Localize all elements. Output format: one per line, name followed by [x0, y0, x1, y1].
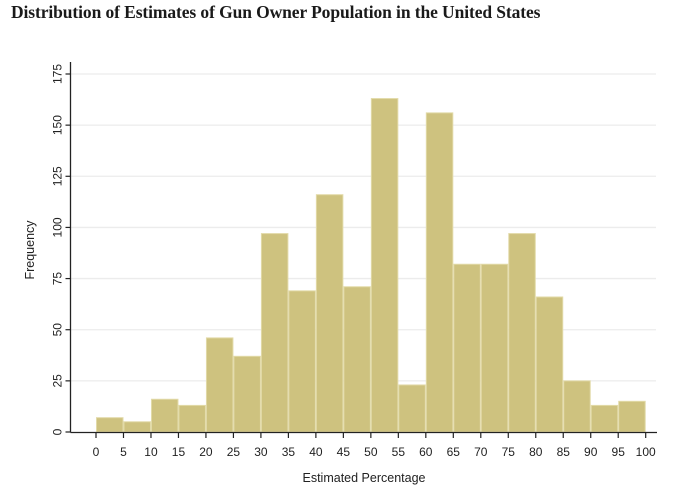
x-axis-title: Estimated Percentage — [303, 471, 426, 485]
bar-75-80 — [508, 233, 536, 433]
x-ticks: 0 5 10 15 20 25 30 35 40 45 50 55 60 65 70 75 80 85 90 95 10… — [93, 433, 656, 459]
y-ticks: 0 25 50 75 100 125 150 175 — [51, 64, 71, 435]
y-tick-label: 50 — [51, 323, 65, 337]
y-tick-label: 175 — [51, 64, 65, 84]
bars — [96, 98, 646, 433]
x-tick-label: 90 — [584, 445, 598, 459]
bar-55-60 — [398, 384, 426, 433]
bar-5-10 — [123, 421, 151, 433]
bar-50-55 — [370, 98, 399, 433]
bar-60-65 — [425, 112, 454, 433]
bar-40-45 — [315, 194, 344, 433]
x-tick-label: 0 — [93, 445, 100, 459]
bar-20-25 — [205, 337, 234, 433]
y-tick-label: 0 — [51, 428, 65, 435]
x-tick-label: 100 — [636, 445, 656, 459]
x-tick-label: 80 — [529, 445, 543, 459]
x-tick-label: 5 — [120, 445, 127, 459]
bar-85-90 — [563, 380, 591, 433]
x-tick-label: 50 — [364, 445, 378, 459]
bar-10-15 — [150, 398, 179, 433]
x-tick-label: 60 — [419, 445, 433, 459]
axes — [69, 62, 657, 434]
x-tick-label: 20 — [199, 445, 213, 459]
y-tick-label: 125 — [51, 166, 65, 186]
y-tick-label: 150 — [51, 115, 65, 135]
x-tick-label: 75 — [502, 445, 516, 459]
x-tick-label: 25 — [227, 445, 241, 459]
x-tick-label: 65 — [447, 445, 461, 459]
bar-30-35 — [260, 233, 289, 433]
x-tick-label: 30 — [254, 445, 268, 459]
x-tick-label: 15 — [172, 445, 186, 459]
bar-35-40 — [288, 290, 316, 433]
bar-25-30 — [233, 355, 261, 433]
x-tick-label: 85 — [557, 445, 571, 459]
bar-95-100 — [618, 400, 646, 433]
bar-90-95 — [590, 404, 619, 433]
x-tick-label: 95 — [612, 445, 626, 459]
bar-45-50 — [343, 286, 371, 433]
y-tick-label: 25 — [51, 374, 65, 388]
bar-70-75 — [480, 263, 509, 433]
x-tick-label: 55 — [392, 445, 406, 459]
bar-65-70 — [453, 263, 481, 433]
bar-15-20 — [178, 404, 206, 433]
x-tick-label: 70 — [474, 445, 488, 459]
x-tick-label: 40 — [309, 445, 323, 459]
chart-title: Distribution of Estimates of Gun Owner P… — [11, 2, 541, 22]
y-tick-label: 75 — [51, 272, 65, 286]
x-tick-label: 10 — [144, 445, 158, 459]
bar-0-5 — [96, 417, 124, 433]
x-tick-label: 35 — [282, 445, 296, 459]
x-tick-label: 45 — [337, 445, 351, 459]
y-tick-label: 100 — [51, 217, 65, 237]
y-axis-title: Frequency — [23, 220, 37, 280]
bar-80-85 — [535, 296, 564, 433]
